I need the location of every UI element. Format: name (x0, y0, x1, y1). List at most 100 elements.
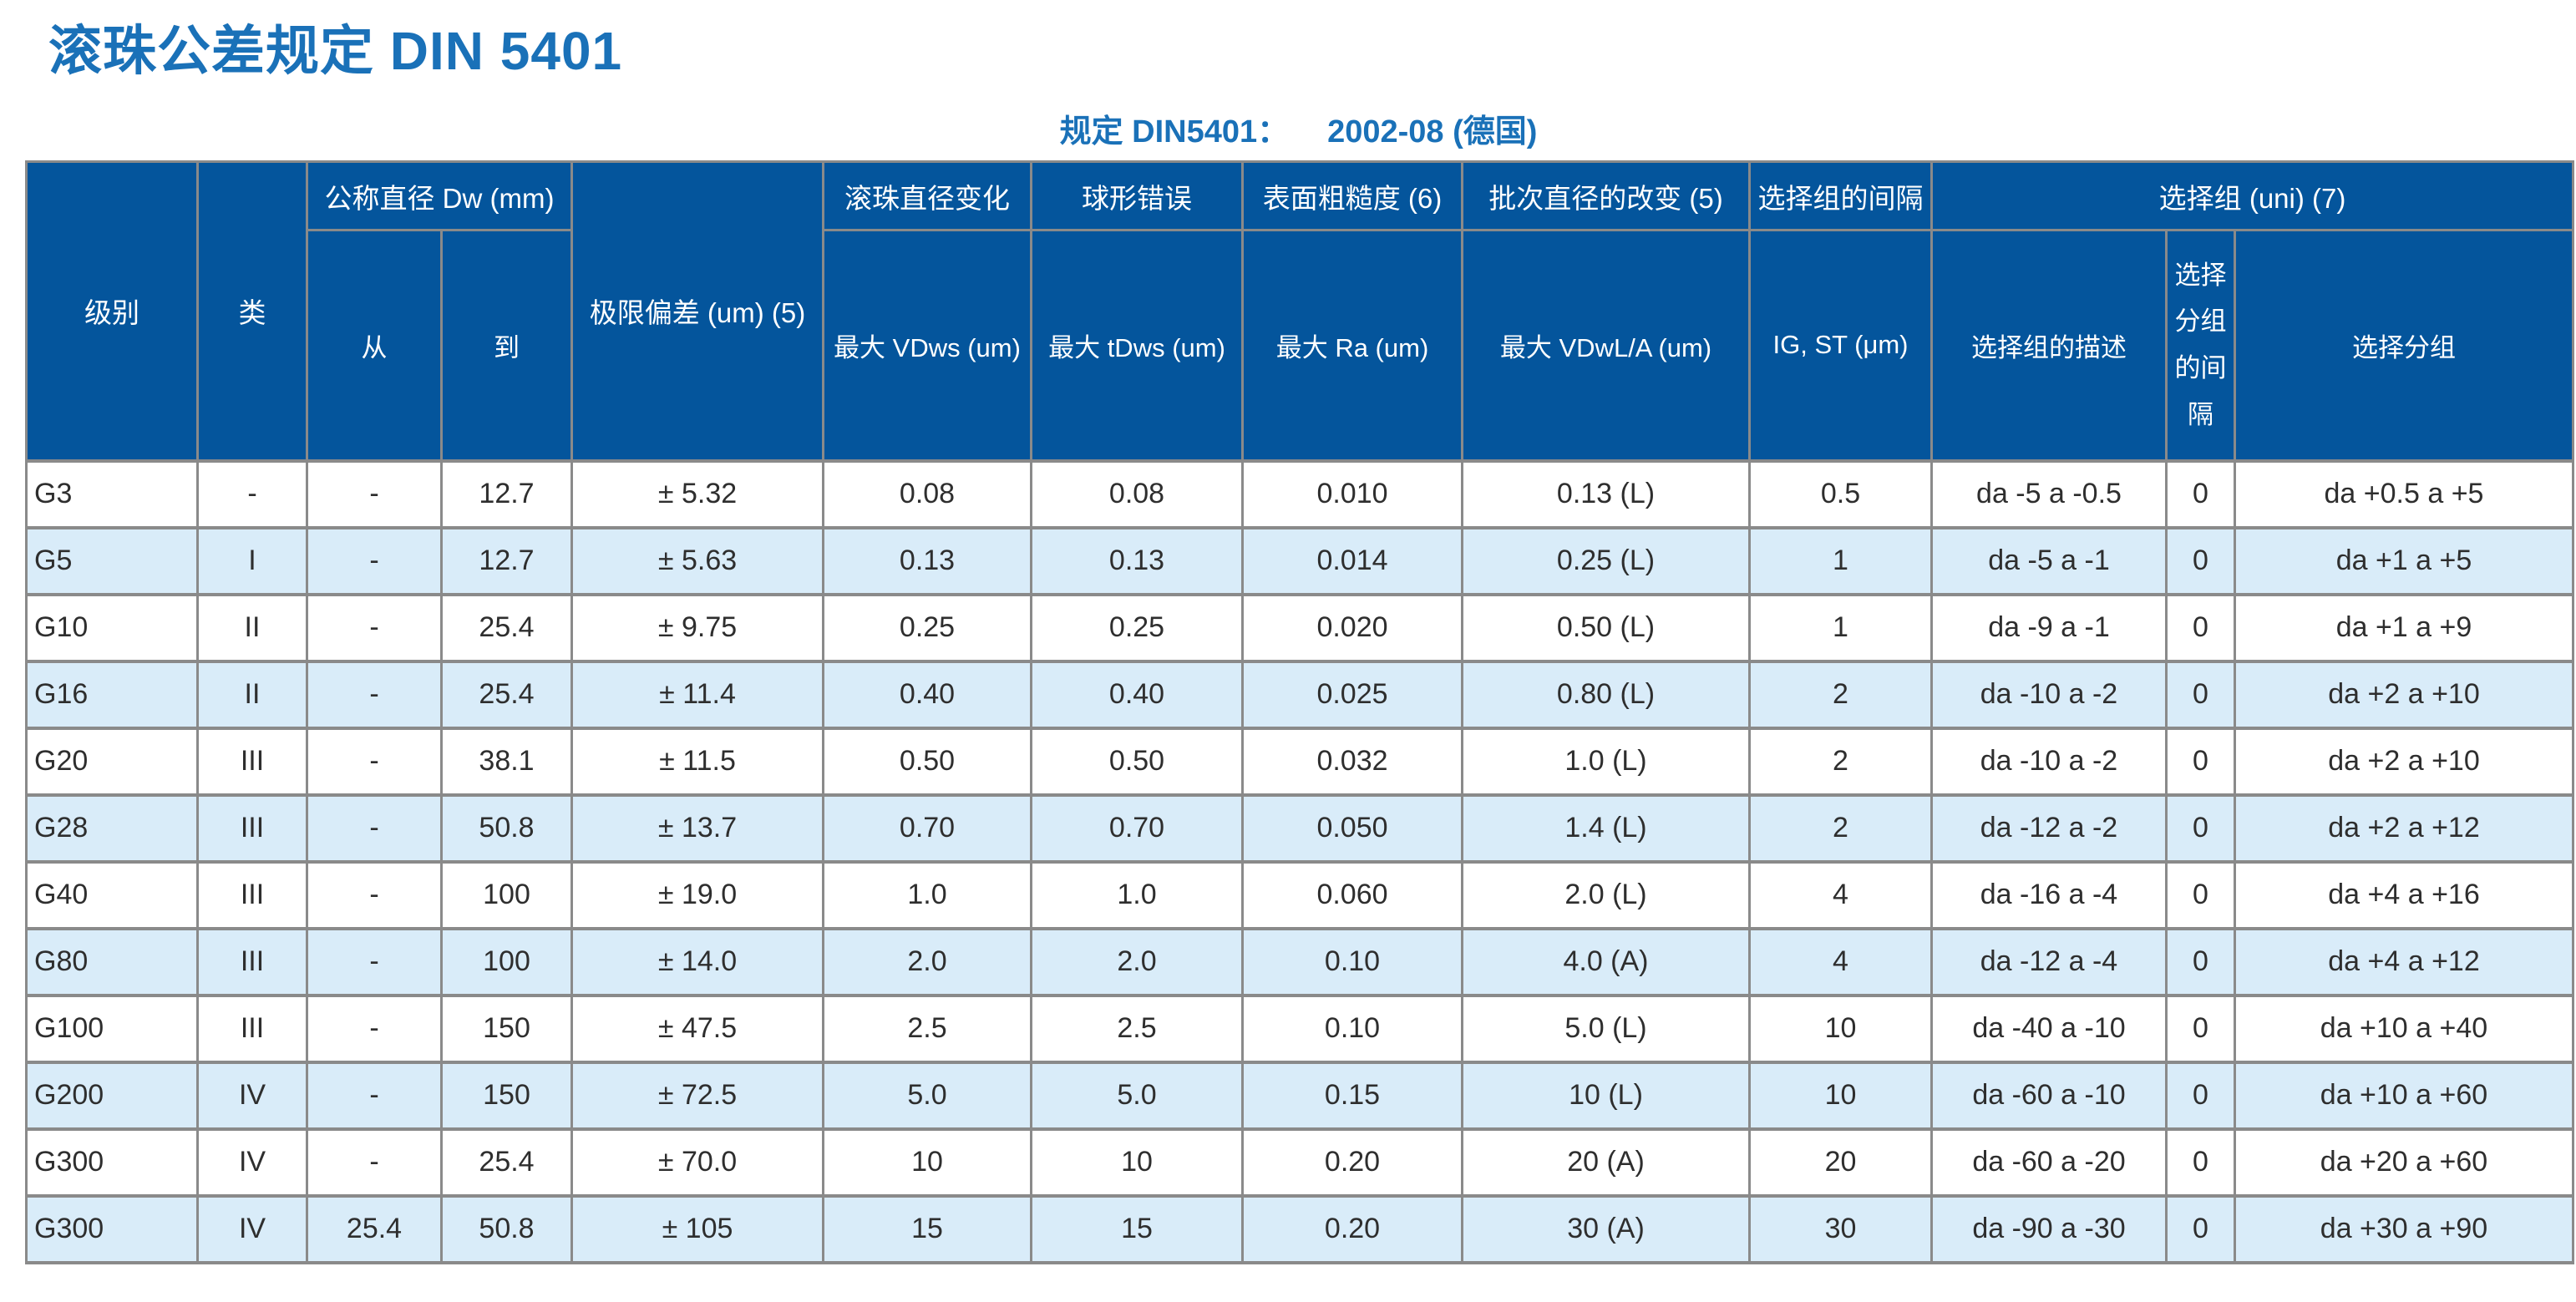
data-cell: 0.13 (822, 525, 1032, 596)
data-cell: I (196, 525, 308, 596)
data-cell: da +30 a +90 (2234, 1193, 2574, 1264)
data-cell: da -12 a -2 (1930, 793, 2168, 864)
table-header: 级别 类 公称直径 Dw (mm) 极限偏差 (um) (5) 滚珠直径变化 球… (25, 160, 2574, 462)
data-cell: da +2 a +12 (2234, 793, 2574, 864)
data-cell: - (306, 458, 443, 529)
grade-cell: G5 (25, 525, 199, 596)
header-row-bottom: 从 到 最大 VDws (um) 最大 tDws (um) 最大 Ra (um)… (27, 229, 2574, 462)
table-row: G16 II -25.4 ± 11.4 0.40 0.40 0.025 0.80 (L) 2 da… (25, 659, 2574, 730)
data-cell: 0.020 (1241, 592, 1463, 663)
header-selection-group-desc: 选择组的描述 (1930, 229, 2168, 462)
data-cell: ± 11.5 (570, 726, 824, 797)
data-cell: 12.7 (440, 458, 573, 529)
data-cell: - (306, 793, 443, 864)
data-cell: 0.025 (1241, 659, 1463, 730)
table-row: G200 IV -150 ± 72.5 5.0 5.0 0.15 10 (L) 10 da -60… (25, 1060, 2574, 1131)
data-cell: 25.4 (440, 1127, 573, 1198)
data-cell: 15 (822, 1193, 1032, 1264)
data-cell: 0.08 (1030, 458, 1244, 529)
grade-cell: G300 (25, 1127, 199, 1198)
data-cell: 150 (440, 993, 573, 1064)
data-cell: II (196, 659, 308, 730)
data-cell: 0 (2165, 525, 2236, 596)
data-cell: 0.40 (822, 659, 1032, 730)
grade-cell: G200 (25, 1060, 199, 1131)
data-cell: 15 (1030, 1193, 1244, 1264)
header-limit-deviation: 极限偏差 (um) (5) (570, 160, 824, 462)
data-cell: da -12 a -4 (1930, 926, 2168, 997)
data-cell: 30 (1748, 1193, 1933, 1264)
data-cell: 12.7 (440, 525, 573, 596)
data-cell: 10 (1030, 1127, 1244, 1198)
data-cell: 2.5 (1030, 993, 1244, 1064)
data-cell: da -60 a -10 (1930, 1060, 2168, 1131)
data-cell: da -40 a -10 (1930, 993, 2168, 1064)
data-cell: ± 9.75 (570, 592, 824, 663)
data-cell: 0 (2165, 1127, 2236, 1198)
header-selection-subgroup-interval: 选择分组的间隔 (2165, 229, 2236, 462)
header-to: 到 (440, 229, 573, 462)
data-cell: ± 70.0 (570, 1127, 824, 1198)
data-cell: da +2 a +10 (2234, 726, 2574, 797)
data-cell: 0 (2165, 592, 2236, 663)
grade-cell: G28 (25, 793, 199, 864)
data-cell: 0.50 (822, 726, 1032, 797)
data-cell: - (306, 592, 443, 663)
data-cell: 0 (2165, 859, 2236, 930)
data-cell: 0.08 (822, 458, 1032, 529)
data-cell: ± 47.5 (570, 993, 824, 1064)
data-cell: 1 (1748, 592, 1933, 663)
data-cell: ± 105 (570, 1193, 824, 1264)
header-nominal-diameter-group: 公称直径 Dw (mm) (306, 160, 573, 231)
data-cell: 0.80 (L) (1461, 659, 1751, 730)
table-row: G3- -12.7 ± 5.32 0.08 0.08 0.010 0.13 (L) 0.5 da… (25, 458, 2574, 529)
standard-label: 规定 DIN5401： (1059, 114, 1290, 149)
data-cell: 10 (1748, 1060, 1933, 1131)
data-cell: ± 11.4 (570, 659, 824, 730)
data-cell: 1.0 (822, 859, 1032, 930)
data-cell: da -10 a -2 (1930, 659, 2168, 730)
header-ra: 最大 Ra (um) (1241, 229, 1463, 462)
data-cell: 150 (440, 1060, 573, 1131)
data-cell: 2.0 (L) (1461, 859, 1751, 930)
data-cell: 1 (1748, 525, 1933, 596)
standard-date: 2002-08 (德国) (1327, 114, 1538, 149)
data-cell: 2.5 (822, 993, 1032, 1064)
header-spherical-error: 球形错误 (1030, 160, 1244, 231)
data-cell: da -60 a -20 (1930, 1127, 2168, 1198)
data-cell: ± 14.0 (570, 926, 824, 997)
data-cell: 100 (440, 926, 573, 997)
table-body: G3- -12.7 ± 5.32 0.08 0.08 0.010 0.13 (L) 0.5 da… (25, 458, 2574, 1264)
data-cell: da -9 a -1 (1930, 592, 2168, 663)
data-cell: 2 (1748, 793, 1933, 864)
table-row: G10 II -25.4 ± 9.75 0.25 0.25 0.020 0.50 (L) 1 da… (25, 592, 2574, 663)
grade-cell: G100 (25, 993, 199, 1064)
data-cell: 0 (2165, 726, 2236, 797)
grade-cell: G10 (25, 592, 199, 663)
data-cell: da -5 a -1 (1930, 525, 2168, 596)
grade-cell: G80 (25, 926, 199, 997)
data-cell: 0.13 (1030, 525, 1244, 596)
data-cell: 25.4 (306, 1193, 443, 1264)
data-cell: da +1 a +9 (2234, 592, 2574, 663)
data-cell: 0.014 (1241, 525, 1463, 596)
data-cell: 0.032 (1241, 726, 1463, 797)
data-cell: IV (196, 1060, 308, 1131)
table-row: G5 I -12.7 ± 5.63 0.13 0.13 0.014 0.25 (L) 1 da -… (25, 525, 2574, 596)
data-cell: 0.50 (1030, 726, 1244, 797)
data-cell: 0.10 (1241, 993, 1463, 1064)
data-cell: - (306, 1127, 443, 1198)
standard-subtitle: 规定 DIN5401： 2002-08 (德国) (25, 105, 2572, 151)
data-cell: 1.4 (L) (1461, 793, 1751, 864)
data-cell: 4 (1748, 859, 1933, 930)
data-cell: ± 5.32 (570, 458, 824, 529)
data-cell: - (196, 458, 308, 529)
header-vdwla: 最大 VDwL/A (um) (1461, 229, 1751, 462)
header-selection-group: 选择组 (uni) (7) (1930, 160, 2574, 231)
header-selection-subgroup: 选择分组 (2234, 229, 2574, 462)
data-cell: da -16 a -4 (1930, 859, 2168, 930)
data-cell: da -10 a -2 (1930, 726, 2168, 797)
header-lot-diameter-change: 批次直径的改变 (5) (1461, 160, 1751, 231)
data-cell: 0.13 (L) (1461, 458, 1751, 529)
data-cell: ± 5.63 (570, 525, 824, 596)
